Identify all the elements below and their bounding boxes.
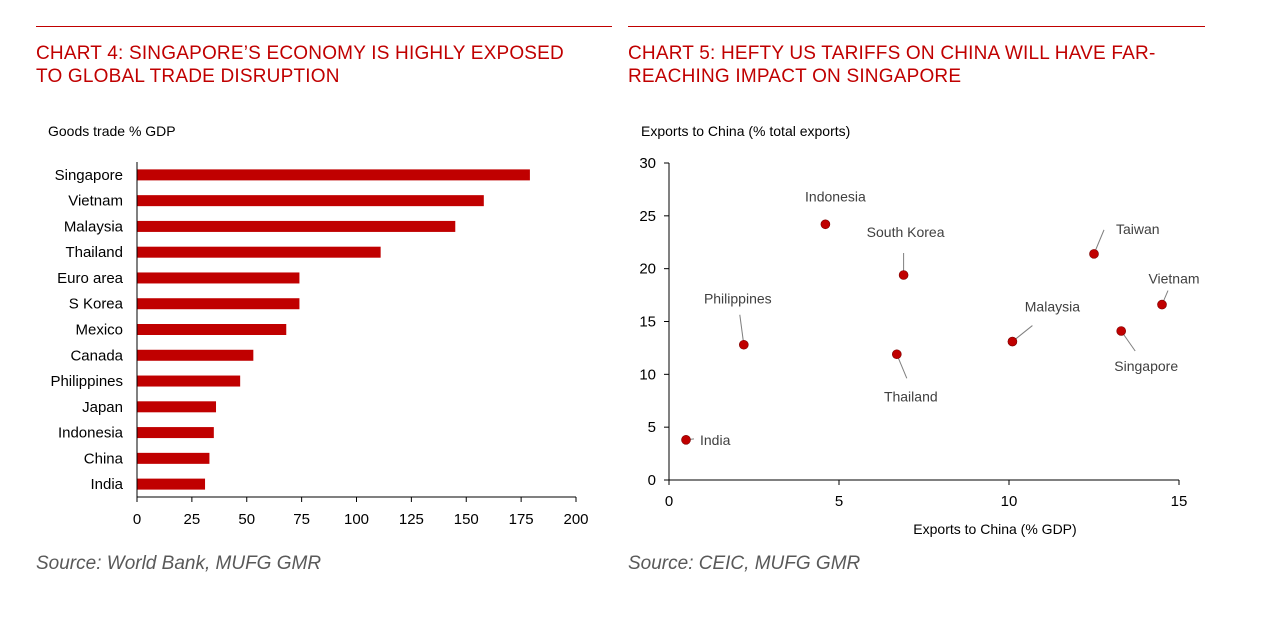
point-label-philippines: Philippines — [704, 291, 772, 307]
chart4-ylabel: Goods trade % GDP — [48, 123, 176, 139]
bar-malaysia — [137, 220, 456, 232]
category-label: Euro area — [57, 270, 124, 287]
chart4-source: Source: World Bank, MUFG GMR — [36, 553, 322, 574]
point-malaysia — [1007, 336, 1018, 347]
x-tick-label: 175 — [509, 511, 534, 528]
title-rule-left — [36, 26, 612, 27]
category-label: Thailand — [65, 244, 123, 261]
bar-china — [137, 452, 210, 464]
category-label: Singapore — [55, 167, 123, 184]
point-philippines — [738, 339, 749, 350]
category-label: S Korea — [69, 296, 124, 313]
bar-philippines — [137, 375, 241, 387]
leader-line-philippines — [739, 314, 745, 345]
y-tick-label: 5 — [648, 419, 656, 436]
title-rule-right — [628, 26, 1205, 27]
bar-euro-area — [137, 272, 300, 284]
category-label: Philippines — [50, 373, 123, 390]
point-india — [681, 435, 691, 445]
category-label: Japan — [82, 399, 123, 416]
y-tick-label: 15 — [639, 314, 656, 331]
chart5-xlabel: Exports to China (% GDP) — [913, 521, 1076, 537]
point-vietnam — [1157, 299, 1167, 310]
point-label-singapore: Singapore — [1114, 358, 1178, 374]
chart5-ylabel: Exports to China (% total exports) — [641, 123, 850, 139]
bar-japan — [137, 401, 217, 413]
chart4-title-line1: CHART 4: SINGAPORE’S ECONOMY IS HIGHLY E… — [36, 43, 564, 64]
x-tick-label: 0 — [665, 493, 673, 510]
chart4-bar-chart: Goods trade % GDP Singapore Vietnam Malaysi… — [48, 123, 589, 528]
bar-canada — [137, 349, 254, 361]
x-tick-label: 10 — [1001, 493, 1018, 510]
bar-thailand — [137, 246, 381, 258]
bar-s-korea — [137, 298, 300, 310]
chart5-title: CHART 5: HEFTY US TARIFFS ON CHINA WILL … — [628, 42, 1155, 88]
x-tick-label: 200 — [563, 511, 588, 528]
category-label: China — [84, 450, 124, 467]
category-label: Malaysia — [64, 218, 124, 235]
x-tick-label: 0 — [133, 511, 141, 528]
y-tick-label: 20 — [639, 261, 656, 278]
y-tick-label: 0 — [648, 472, 656, 489]
point-label-indonesia: Indonesia — [805, 188, 866, 204]
point-thailand — [891, 349, 902, 360]
x-tick-label: 100 — [344, 511, 369, 528]
x-tick-label: 15 — [1171, 493, 1188, 510]
chart5-title-line2: REACHING IMPACT ON SINGAPORE — [628, 66, 962, 87]
x-tick-label: 25 — [184, 511, 201, 528]
point-label-india: India — [700, 432, 731, 448]
point-south-korea — [898, 270, 909, 280]
bar-indonesia — [137, 427, 214, 439]
category-label: Canada — [70, 347, 123, 364]
x-tick-label: 150 — [454, 511, 479, 528]
y-tick-label: 30 — [639, 155, 656, 172]
point-label-vietnam: Vietnam — [1148, 271, 1199, 287]
chart5-source: Source: CEIC, MUFG GMR — [628, 553, 861, 574]
category-label: Vietnam — [68, 193, 123, 210]
point-label-malaysia: Malaysia — [1025, 299, 1080, 315]
point-indonesia — [820, 219, 831, 230]
x-tick-label: 5 — [835, 493, 843, 510]
chart5-title-line1: CHART 5: HEFTY US TARIFFS ON CHINA WILL … — [628, 43, 1156, 64]
point-label-taiwan: Taiwan — [1116, 221, 1160, 237]
x-tick-label: 75 — [293, 511, 310, 528]
y-tick-label: 25 — [639, 208, 656, 225]
category-label: Mexico — [75, 322, 123, 339]
point-singapore — [1116, 326, 1126, 336]
bar-vietnam — [137, 195, 484, 207]
point-taiwan — [1089, 249, 1099, 259]
x-tick-label: 50 — [238, 511, 255, 528]
category-label: Indonesia — [58, 425, 124, 442]
chart4-title-line2: TO GLOBAL TRADE DISRUPTION — [36, 66, 340, 87]
bar-singapore — [137, 169, 530, 181]
point-label-thailand: Thailand — [884, 388, 938, 404]
bar-mexico — [137, 324, 287, 335]
point-label-south-korea: South Korea — [867, 224, 945, 240]
x-tick-label: 125 — [399, 511, 424, 528]
chart4-title: CHART 4: SINGAPORE’S ECONOMY IS HIGHLY E… — [36, 42, 564, 88]
category-label: India — [90, 476, 123, 493]
bar-india — [137, 478, 206, 490]
y-tick-label: 10 — [639, 366, 656, 383]
